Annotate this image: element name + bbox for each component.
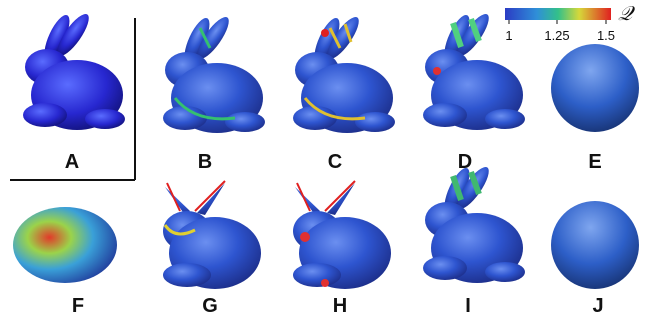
panel-label: A <box>65 151 79 173</box>
panel-label: B <box>198 151 212 173</box>
panel-label: G <box>202 295 218 317</box>
render-f <box>13 207 117 283</box>
colorbar <box>505 8 611 20</box>
colorbar-symbol: 𝒬 <box>618 1 636 25</box>
panel-label: E <box>588 151 601 173</box>
render-a <box>23 10 125 130</box>
render-b <box>163 13 265 133</box>
colorbar-tick-label: 1 <box>505 28 512 43</box>
panel-label: H <box>333 295 347 317</box>
render-e <box>551 44 639 132</box>
colorbar-tick-label: 1.25 <box>544 28 569 43</box>
panel-label: F <box>72 295 84 317</box>
panel-label: C <box>328 151 342 173</box>
panel-label: D <box>458 151 472 173</box>
render-c <box>293 13 395 133</box>
render-g <box>163 181 261 289</box>
render-j <box>551 201 639 289</box>
colorbar-tick-label: 1.5 <box>597 28 615 43</box>
render-h <box>293 181 391 289</box>
figure: A B C D E F G H I J 𝒬 1 1.25 1.5 <box>0 0 649 320</box>
panel-label: I <box>465 295 471 317</box>
render-i <box>423 163 525 283</box>
panel-label: J <box>592 295 603 317</box>
